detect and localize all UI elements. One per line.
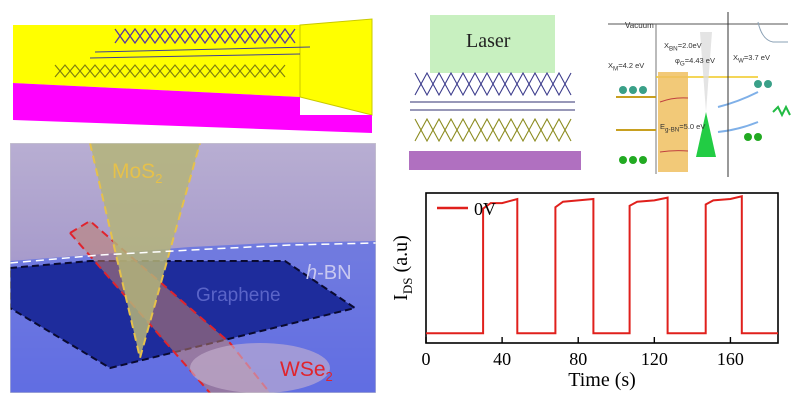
mos2-flake — [90, 143, 200, 358]
chi-bn-label: XBN=2.0eV — [664, 41, 702, 53]
x-tick-label: 120 — [641, 349, 668, 369]
x-tick-label: 0 — [422, 349, 431, 369]
band-diagram — [608, 12, 791, 177]
plot-frame — [425, 192, 779, 344]
x-tick-label: 40 — [493, 349, 511, 369]
eg-label: Eg-BN=5.0 eV — [660, 122, 706, 134]
laser-label: Laser — [466, 30, 511, 52]
phi-g-label: φG=4.43 eV — [675, 56, 715, 68]
stack-substrate — [409, 151, 581, 170]
hbn-stack-layer — [410, 101, 575, 111]
substrate — [13, 83, 372, 133]
y-axis-label: IDS (a.u) — [390, 235, 415, 301]
legend-label: 0V — [474, 199, 496, 219]
wse2-bottom-lattice — [54, 64, 286, 78]
hbn-middle-layer — [89, 46, 311, 59]
wse2-stack-layer — [414, 117, 572, 143]
mos2-label: MoS2 — [112, 160, 163, 187]
graphene-label: Graphene — [196, 285, 281, 306]
gold-electrode-left — [13, 25, 300, 97]
optical-micrograph — [10, 143, 376, 393]
wse2-label: WSe2 — [280, 358, 333, 385]
mos2-top-lattice — [114, 27, 296, 45]
series-line-0V — [426, 195, 778, 335]
chi-m-label: XM=4.2 eV — [608, 61, 645, 73]
mos2-stack-layer — [414, 71, 572, 97]
series-lines — [426, 195, 778, 335]
photoresponse-chart: 0 40 80 120 160 0V Time (s) IDS (a.u) — [390, 192, 779, 391]
vacuum-label: Vacuum — [625, 21, 654, 30]
x-tick-label: 80 — [569, 349, 587, 369]
device-3d-schematic — [10, 5, 375, 138]
x-axis-label: Time (s) — [568, 369, 636, 391]
x-tick-label: 160 — [717, 349, 744, 369]
chi-w-label: XW=3.7 eV — [733, 53, 770, 65]
hbn-label: h-BN — [306, 262, 352, 284]
laser-beam — [430, 15, 555, 73]
x-axis-ticks: 0 40 80 120 160 — [422, 337, 744, 369]
laser-stack-schematic — [409, 15, 581, 170]
